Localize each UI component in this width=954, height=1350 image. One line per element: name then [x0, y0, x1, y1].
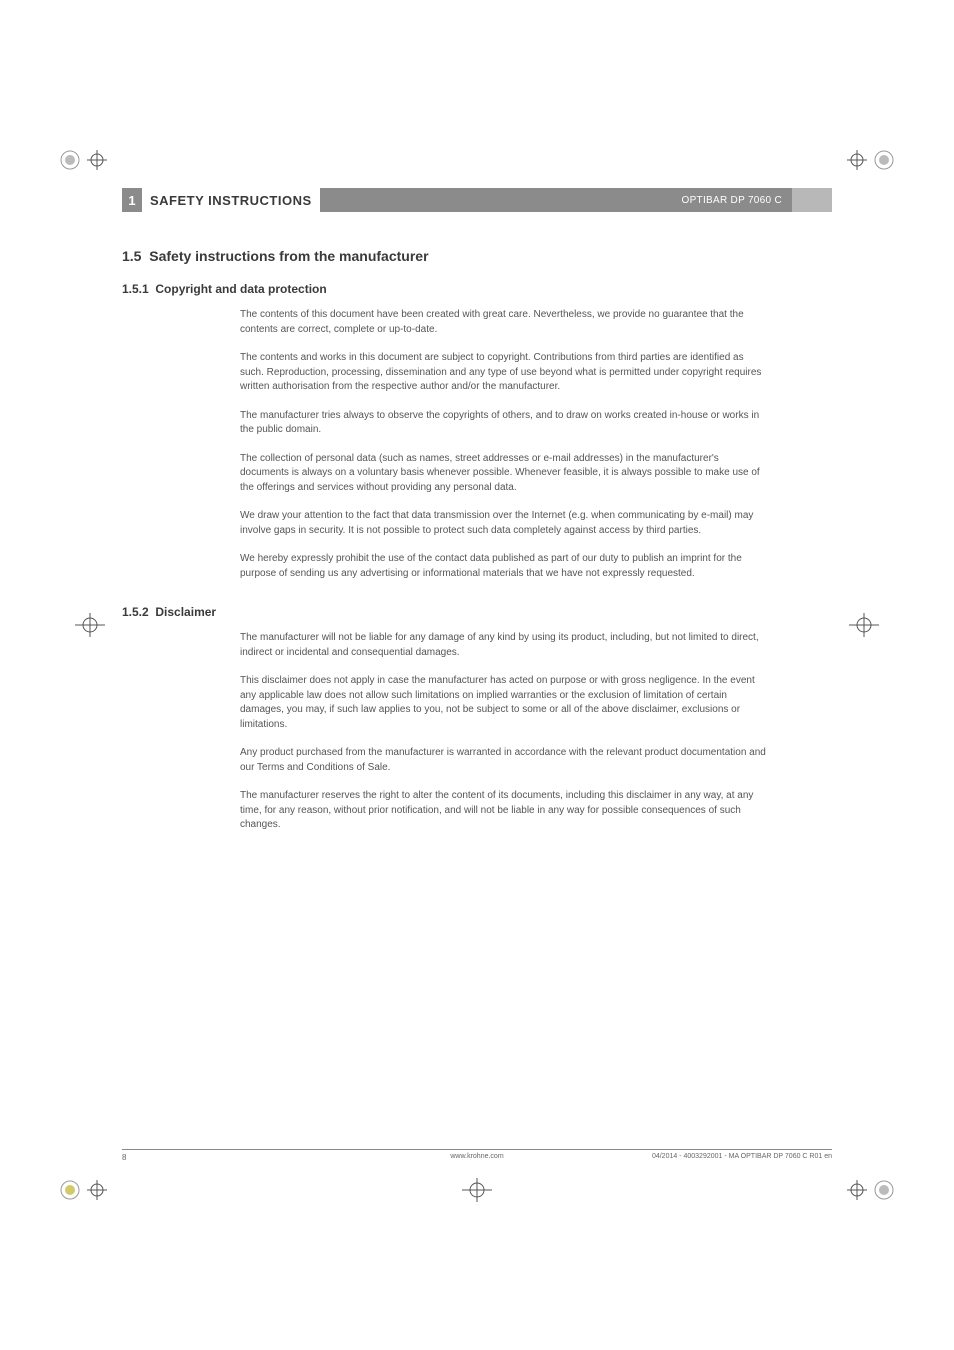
subsection-number: 1.5.2 [122, 605, 149, 619]
page-footer: 8 www.krohne.com 04/2014 - 4003292001 - … [122, 1149, 832, 1162]
paragraph: The manufacturer will not be liable for … [240, 631, 770, 660]
footer-website: www.krohne.com [450, 1153, 503, 1160]
header-tail [792, 188, 832, 212]
section-title: Safety instructions from the manufacture… [149, 248, 428, 264]
paragraph: The contents and works in this document … [240, 351, 770, 395]
section-number: 1.5 [122, 248, 141, 264]
subsection-number: 1.5.1 [122, 282, 149, 296]
paragraph: Any product purchased from the manufactu… [240, 746, 770, 775]
content-area: 1.5 Safety instructions from the manufac… [122, 212, 832, 833]
product-name: OPTIBAR DP 7060 C [651, 188, 792, 212]
paragraph: The manufacturer tries always to observe… [240, 409, 770, 438]
crop-mark-mid-right [839, 595, 899, 655]
paragraph: The contents of this document have been … [240, 308, 770, 337]
paragraph: We draw your attention to the fact that … [240, 509, 770, 538]
page-number: 8 [122, 1153, 126, 1162]
crop-mark-top-left [55, 130, 115, 190]
paragraph: We hereby expressly prohibit the use of … [240, 552, 770, 581]
crop-mark-top-right [839, 130, 899, 190]
chapter-number: 1 [122, 188, 142, 212]
paragraph: This disclaimer does not apply in case t… [240, 674, 770, 732]
subsection-title: Copyright and data protection [155, 282, 326, 296]
crop-mark-bottom-center [447, 1160, 507, 1220]
footer-doc-info: 04/2014 - 4003292001 - MA OPTIBAR DP 706… [652, 1153, 832, 1162]
section-heading: 1.5 Safety instructions from the manufac… [122, 248, 832, 264]
page-body: 1 SAFETY INSTRUCTIONS OPTIBAR DP 7060 C … [122, 188, 832, 1162]
chapter-header-bar: 1 SAFETY INSTRUCTIONS OPTIBAR DP 7060 C [122, 188, 832, 212]
crop-mark-bottom-left [55, 1160, 115, 1220]
paragraph: The collection of personal data (such as… [240, 452, 770, 496]
header-spacer [320, 188, 652, 212]
crop-mark-mid-left [55, 595, 115, 655]
subsection-heading: 1.5.2 Disclaimer [122, 605, 832, 619]
crop-mark-bottom-right [839, 1160, 899, 1220]
subsection-heading: 1.5.1 Copyright and data protection [122, 282, 832, 296]
chapter-title: SAFETY INSTRUCTIONS [142, 188, 320, 212]
paragraph: The manufacturer reserves the right to a… [240, 789, 770, 833]
subsection-title: Disclaimer [155, 605, 216, 619]
